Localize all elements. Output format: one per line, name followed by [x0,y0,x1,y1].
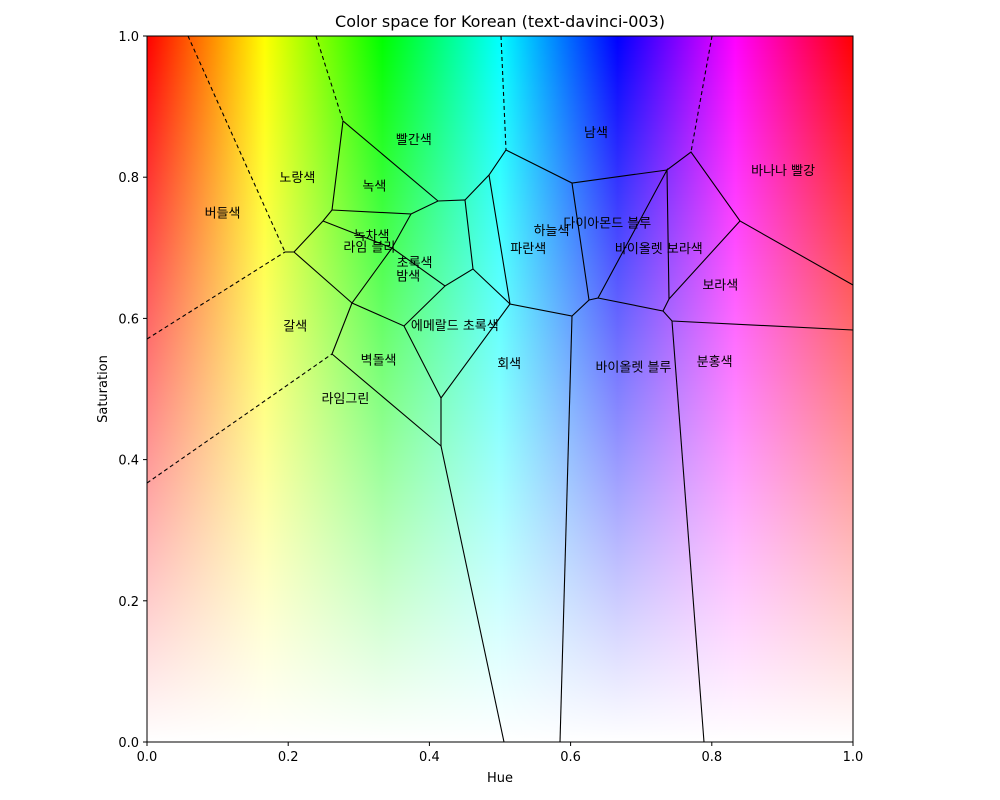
region-label: 보라색 [702,279,738,294]
x-tick-label: 1.0 [843,750,864,765]
x-tick-label: 0.2 [278,750,299,765]
edge [351,247,446,327]
x-tick-label: 0.6 [560,750,581,765]
region-label: 분홍색 [697,355,733,370]
region-label: 파란색 [510,242,546,257]
edge [322,209,412,249]
x-tick-label: 0.4 [419,750,440,765]
edge [285,251,353,355]
edge [391,199,474,287]
region-label: 하늘색 [534,224,570,239]
edge [464,149,853,286]
dashed-edge [147,353,333,484]
y-tick-label: 0.0 [118,736,139,751]
region-label: 초록색 [397,256,433,271]
x-axis: 0.0 0.2 0.4 0.6 0.8 1.0 [137,742,864,765]
chart-title: Color space for Korean (text-davinci-003… [335,12,665,31]
edge [331,325,442,448]
region-label: 녹차색 [354,229,390,244]
region-label: 녹색 [362,180,386,195]
region-label: 다이아몬드 블루 [563,216,651,231]
region-label: 라임 블리 [343,240,395,255]
edge [588,167,670,312]
dashed-edge [187,36,286,253]
region-label: 노랑색 [279,171,315,186]
y-tick-label: 1.0 [118,30,139,45]
region-label: 에메랄드 초록색 [411,319,499,334]
dashed-edge [500,36,507,151]
region-label: 빨간색 [396,133,432,148]
dashed-edge [690,36,713,153]
plot-frame [146,35,854,743]
y-axis: 0.0 0.2 0.4 0.6 0.8 1.0 [118,30,147,751]
y-tick-label: 0.8 [118,171,139,186]
voronoi-edges [147,36,853,742]
x-axis-label: Hue [487,771,513,786]
region-label: 바이올렛 보라색 [615,242,703,257]
region-label: 회색 [497,357,521,372]
y-axis-label: Saturation [96,355,111,423]
region-label: 라임그린 [321,392,369,407]
dashed-edge [315,36,344,122]
x-tick-label: 0.8 [701,750,722,765]
x-tick-label: 0.0 [137,750,158,765]
region-label: 밤색 [396,269,420,284]
edge [559,315,573,742]
region-label: 갈색 [283,319,307,334]
dashed-edge [147,251,286,340]
y-tick-label: 0.2 [118,595,139,610]
edge [671,320,705,742]
edge [668,220,741,300]
region-label: 바이올렛 블루 [595,360,671,375]
edge [440,445,505,742]
region-label: 버들색 [205,207,241,222]
saturation-gradient-overlay [147,36,853,742]
region-label: 바나나 빨강 [751,164,815,179]
region-label: 남색 [584,126,608,141]
region-label: 벽돌색 [361,353,397,368]
y-tick-label: 0.4 [118,454,139,469]
y-tick-label: 0.6 [118,312,139,327]
